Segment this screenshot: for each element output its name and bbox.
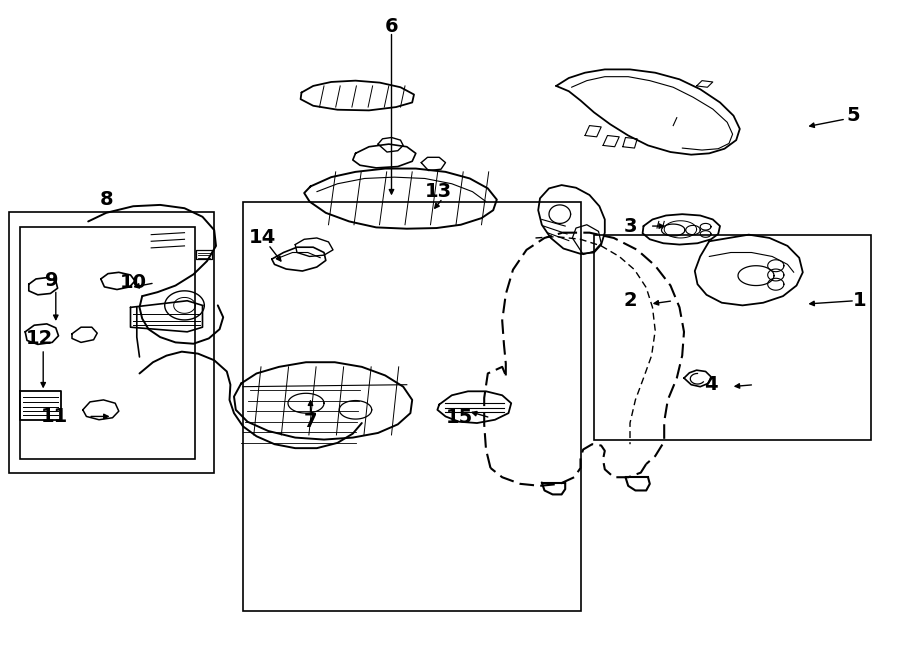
Text: 1: 1 (852, 292, 867, 310)
Text: 2: 2 (623, 292, 637, 310)
Text: 14: 14 (249, 229, 276, 247)
Bar (9, 212, 214, 473)
Text: 9: 9 (45, 272, 59, 290)
Text: 15: 15 (446, 408, 472, 427)
Bar (20, 227, 195, 459)
Text: 12: 12 (26, 329, 53, 348)
Text: 3: 3 (623, 217, 637, 235)
Text: 4: 4 (704, 375, 718, 394)
Text: 13: 13 (425, 182, 452, 201)
Bar (594, 235, 871, 440)
Text: 7: 7 (304, 412, 317, 431)
Text: 8: 8 (99, 190, 113, 209)
Text: 5: 5 (846, 106, 860, 125)
Text: 10: 10 (120, 274, 147, 292)
Text: 6: 6 (384, 17, 399, 36)
Text: 11: 11 (40, 407, 68, 426)
Bar (243, 202, 580, 611)
